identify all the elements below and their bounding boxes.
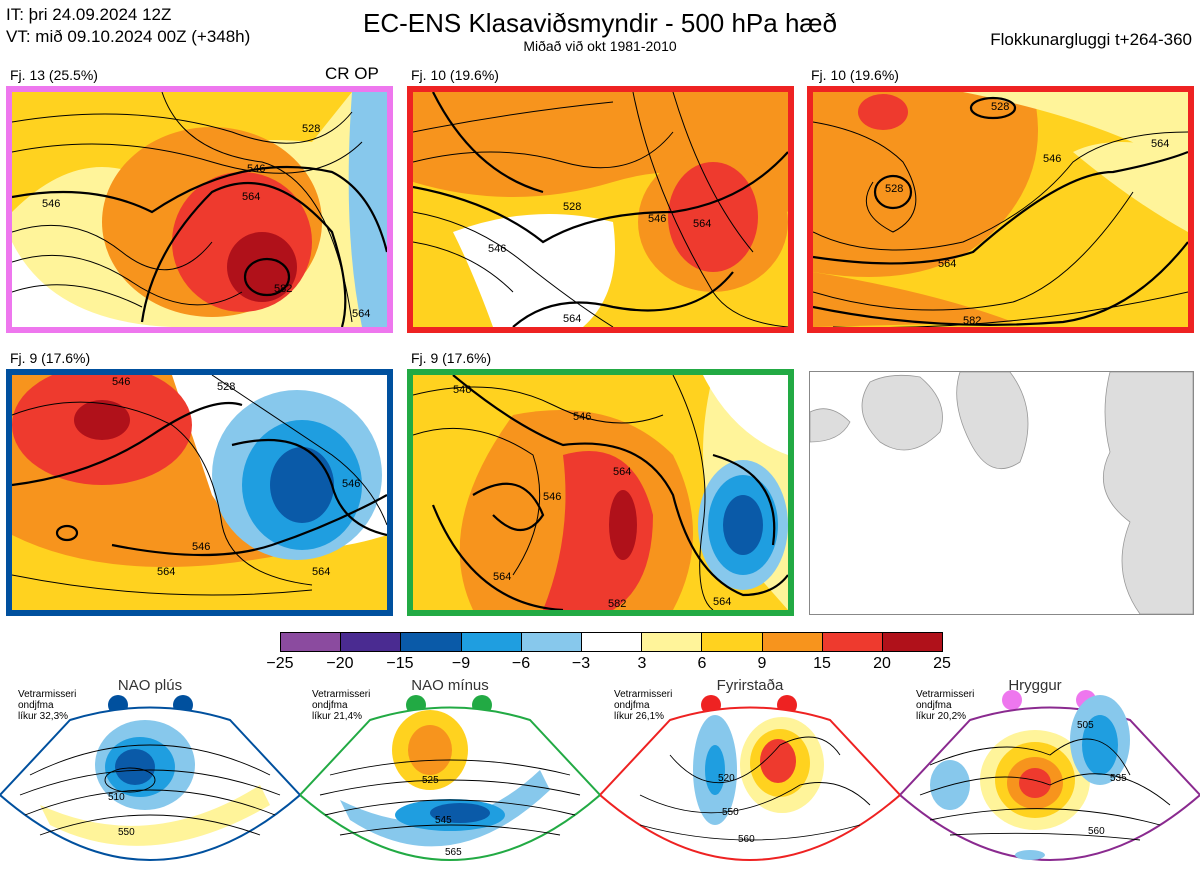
contour-label: 564 (563, 313, 581, 325)
contour-label: 564 (312, 566, 330, 578)
regime-title: NAO plús (117, 677, 183, 694)
contour-label: 546 (112, 376, 130, 388)
cluster-map-2: 528 546 546 564 564 582 (407, 86, 794, 333)
regime-note: Vetrarmisseri ondjfma líkur 21,4% (312, 689, 371, 722)
cluster-map-3: 528 528 546 564 564 582 (807, 86, 1194, 333)
contour-label: 564 (352, 308, 370, 320)
contour-label: 510 (108, 792, 125, 803)
panel-3-label: Fj. 10 (19.6%) (811, 67, 899, 83)
colorbar-swatch (401, 633, 462, 651)
panel-1-crop-label: CR OP (325, 64, 379, 83)
reference-map (809, 371, 1194, 615)
contour-label: 528 (302, 123, 320, 135)
colorbar-tick: −6 (511, 655, 531, 672)
contour-label: 564 (493, 571, 511, 583)
contour-label: 564 (938, 258, 956, 270)
header-left: IT: þri 24.09.2024 12Z VT: mið 09.10.202… (6, 4, 250, 48)
colorbar-tick: −3 (571, 655, 591, 672)
regime-blocking: Fyrirstaða Vetrarmisseri ondjfma líkur 26,… (600, 675, 900, 871)
regime-nao-minus: NAO mínus Vetrarmisseri ondjfma líkur 21,4… (300, 675, 600, 871)
contour-label: 564 (713, 596, 731, 608)
contour-label: 546 (192, 541, 210, 553)
colorbar-swatch (281, 633, 342, 651)
regime-ridge: Hryggur Vetrarmisseri ondjfma líkur 20,2% … (900, 675, 1200, 871)
regime-title: Hryggur (1008, 677, 1062, 694)
page-subtitle: Miðað við okt 1981-2010 (523, 38, 677, 54)
page-title: EC-ENS Klasaviðsmyndir - 500 hPa hæð (363, 8, 837, 38)
contour-label: 546 (543, 491, 561, 503)
panel-1-label: Fj. 13 (25.5%) (10, 67, 98, 83)
contour-label: 505 (1077, 720, 1094, 731)
colorbar-tick: 15 (813, 655, 831, 672)
colorbar (280, 632, 943, 652)
contour-label: 546 (453, 384, 471, 396)
contour-label: 546 (42, 198, 60, 210)
contour-label: 545 (435, 815, 452, 826)
cluster-map-4: 546 528 546 546 564 564 (6, 369, 393, 616)
contour-label: 535 (1110, 773, 1127, 784)
contour-label: 550 (722, 807, 739, 818)
contour-label: 564 (242, 191, 260, 203)
colorbar-tick: 25 (933, 655, 951, 672)
contour-label: 560 (738, 834, 755, 845)
contour-label: 550 (118, 827, 135, 838)
colorbar-swatch (581, 633, 643, 651)
contour-label: 564 (157, 566, 175, 578)
panel-5-label: Fj. 9 (17.6%) (411, 350, 492, 366)
colorbar-swatch (702, 633, 763, 651)
contour-label: 565 (445, 847, 462, 858)
contour-label: 546 (247, 163, 265, 175)
contour-label: 528 (217, 381, 235, 393)
colorbar-tick: −9 (451, 655, 471, 672)
colorbar-tick: −20 (326, 655, 354, 672)
contour-label: 528 (885, 183, 903, 195)
contour-label: 582 (963, 315, 981, 327)
colorbar-swatch (642, 633, 703, 651)
contour-label: 564 (1151, 138, 1169, 150)
contour-label: 582 (274, 283, 292, 295)
cluster-window: Flokkunargluggi t+264-360 (990, 30, 1192, 49)
cluster-map-5: 546 546 564 546 564 582 564 (407, 369, 794, 616)
contour-label: 520 (718, 773, 735, 784)
colorbar-swatch (521, 633, 582, 651)
regime-note: Vetrarmisseri ondjfma líkur 26,1% (614, 689, 673, 722)
colorbar-tick: 20 (873, 655, 891, 672)
colorbar-tick: −25 (266, 655, 294, 672)
regime-nao-plus: NAO plús Vetrarmisseri ondjfma líkur 32,3%… (0, 675, 300, 871)
contour-label: 528 (991, 101, 1009, 113)
contour-label: 546 (1043, 153, 1061, 165)
panel-4-label: Fj. 9 (17.6%) (10, 350, 91, 366)
colorbar-tick: 6 (697, 655, 707, 672)
regime-note: Vetrarmisseri ondjfma líkur 32,3% (18, 689, 77, 722)
contour-label: 525 (422, 775, 439, 786)
colorbar-swatch (762, 633, 823, 651)
colorbar-swatch (341, 633, 402, 651)
colorbar-tick: 9 (757, 655, 767, 672)
colorbar-tick: 3 (637, 655, 647, 672)
contour-label: 546 (342, 478, 360, 490)
regime-marker (1002, 690, 1022, 710)
contour-label: 528 (563, 201, 581, 213)
panel-2-label: Fj. 10 (19.6%) (411, 67, 499, 83)
contour-label: 582 (608, 598, 626, 610)
colorbar-swatch (461, 633, 522, 651)
contour-label: 546 (573, 411, 591, 423)
contour-label: 564 (693, 218, 711, 230)
initial-time: IT: þri 24.09.2024 12Z (6, 5, 172, 24)
contour-label: 546 (648, 213, 666, 225)
colorbar-swatch (882, 633, 943, 651)
colorbar-swatch (822, 633, 883, 651)
regime-title: NAO mínus (411, 677, 489, 694)
contour-label: 564 (613, 466, 631, 478)
valid-time: VT: mið 09.10.2024 00Z (+348h) (6, 27, 251, 46)
regime-title: Fyrirstaða (716, 677, 784, 694)
contour-label: 546 (488, 243, 506, 255)
contour-label: 560 (1088, 826, 1105, 837)
colorbar-tick: −15 (386, 655, 414, 672)
regime-note: Vetrarmisseri ondjfma líkur 20,2% (916, 689, 975, 722)
cluster-map-1: 546 546 564 582 528 564 (6, 86, 393, 333)
